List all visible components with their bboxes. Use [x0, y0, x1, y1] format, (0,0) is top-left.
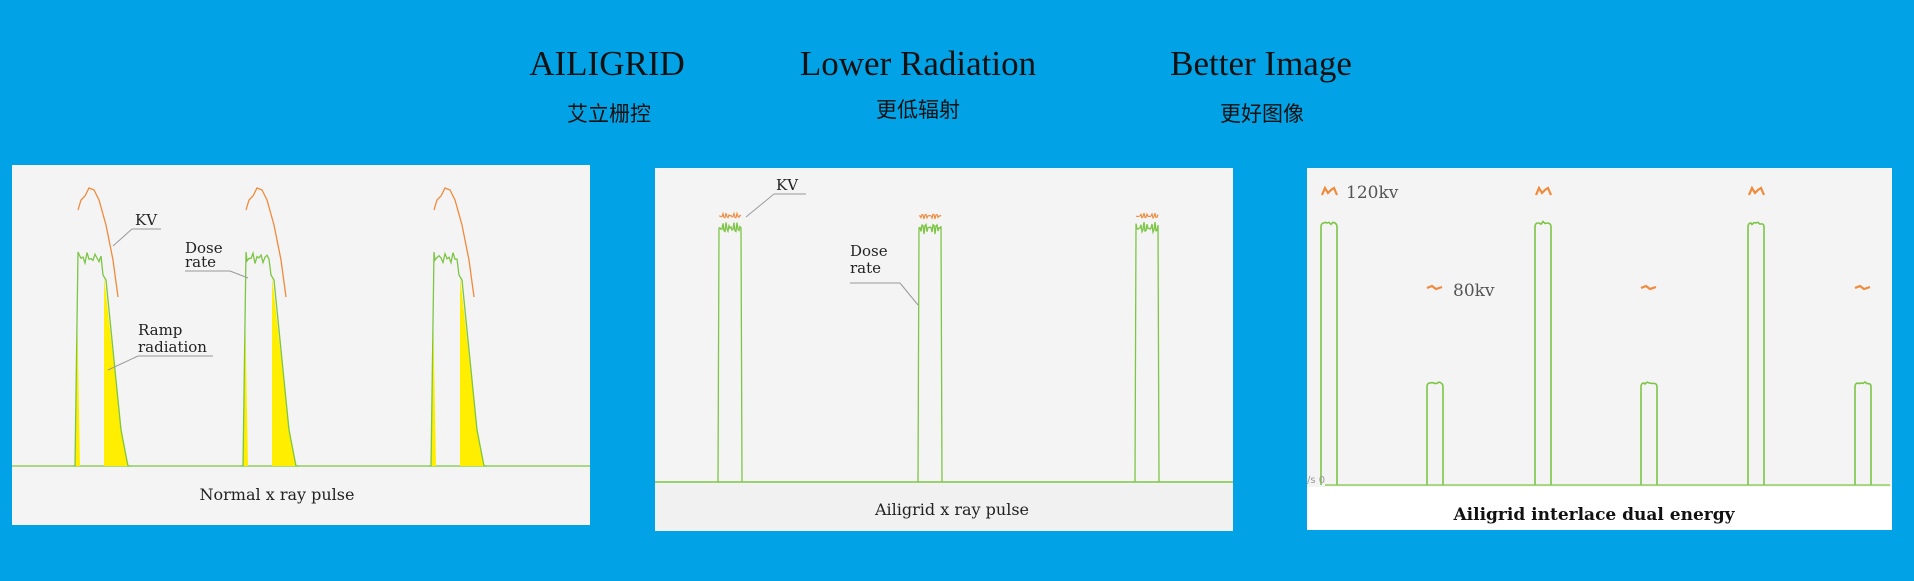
dose-leader	[229, 270, 249, 279]
dose-rate-pulse	[917, 222, 943, 483]
dual-energy-caption: Ailigrid interlace dual energy	[1452, 505, 1735, 525]
kv-curve	[918, 213, 942, 220]
ramp-radiation-fill	[104, 277, 128, 466]
low-kv-label: 80kv	[1453, 281, 1495, 301]
low-energy-pulse	[1640, 381, 1658, 485]
title-lower-radiation: Lower Radiation	[799, 44, 1037, 83]
dual-energy-chart	[1320, 185, 1890, 486]
high-kv-marker	[1320, 185, 1339, 196]
normal-pulse-chart	[12, 187, 590, 467]
kv-curve	[433, 187, 475, 298]
high-energy-pulse	[1534, 220, 1552, 485]
dose-label-2: rate	[850, 259, 881, 277]
kv-curve	[719, 211, 742, 219]
dose-label-2: rate	[185, 253, 216, 271]
dose-rate-pulse	[429, 251, 487, 467]
title-ailigrid: AILIGRID	[529, 44, 685, 83]
dose-rate-pulse	[241, 250, 299, 467]
subtitle-lower-radiation: 更低辐射	[876, 98, 960, 122]
low-energy-pulse	[1854, 381, 1872, 485]
dose-leader	[899, 282, 919, 306]
kv-label: KV	[135, 211, 158, 229]
ailigrid-pulse-chart	[655, 211, 1233, 531]
low-kv-marker	[1854, 284, 1871, 291]
dual-energy-panel	[1307, 168, 1892, 530]
low-kv-marker	[1640, 284, 1657, 291]
kv-curve	[1135, 212, 1159, 220]
lower-band	[655, 484, 1233, 531]
ramp-radiation-fill	[272, 277, 296, 466]
ramp-radiation-fill	[75, 300, 80, 466]
normal-pulse-caption: Normal x ray pulse	[200, 485, 355, 504]
subtitle-ailigrid: 艾立栅控	[567, 102, 651, 126]
kv-label: KV	[776, 176, 799, 194]
ramp-leader	[107, 355, 139, 371]
axis-label: /s 0	[1307, 475, 1325, 486]
low-energy-pulse	[1426, 381, 1444, 485]
dose-rate-pulse	[1134, 222, 1160, 483]
kv-leader	[112, 228, 133, 247]
high-kv-label: 120kv	[1346, 183, 1399, 203]
ramp-radiation-fill	[460, 277, 484, 466]
ramp-label-2: radiation	[138, 338, 207, 356]
ramp-radiation-fill	[243, 300, 248, 466]
ramp-radiation-fill	[431, 300, 436, 466]
dual-energy-caption-area	[1307, 487, 1892, 530]
kv-curve	[245, 187, 287, 298]
high-kv-marker	[1534, 185, 1553, 196]
dose-rate-pulse	[717, 222, 743, 483]
high-kv-marker	[1747, 185, 1766, 196]
kv-curve	[77, 187, 119, 298]
low-kv-marker	[1426, 284, 1443, 291]
subtitle-better-image: 更好图像	[1220, 102, 1304, 126]
dose-label-1: Dose	[850, 242, 888, 260]
ramp-label-1: Ramp	[138, 321, 182, 339]
ailigrid-pulse-caption: Ailigrid x ray pulse	[874, 500, 1029, 519]
title-better-image: Better Image	[1170, 44, 1352, 83]
high-energy-pulse	[1747, 221, 1765, 485]
dose-label-1: Dose	[185, 239, 223, 257]
high-energy-pulse	[1320, 221, 1338, 485]
dose-rate-pulse	[73, 251, 131, 467]
kv-leader	[745, 193, 775, 218]
